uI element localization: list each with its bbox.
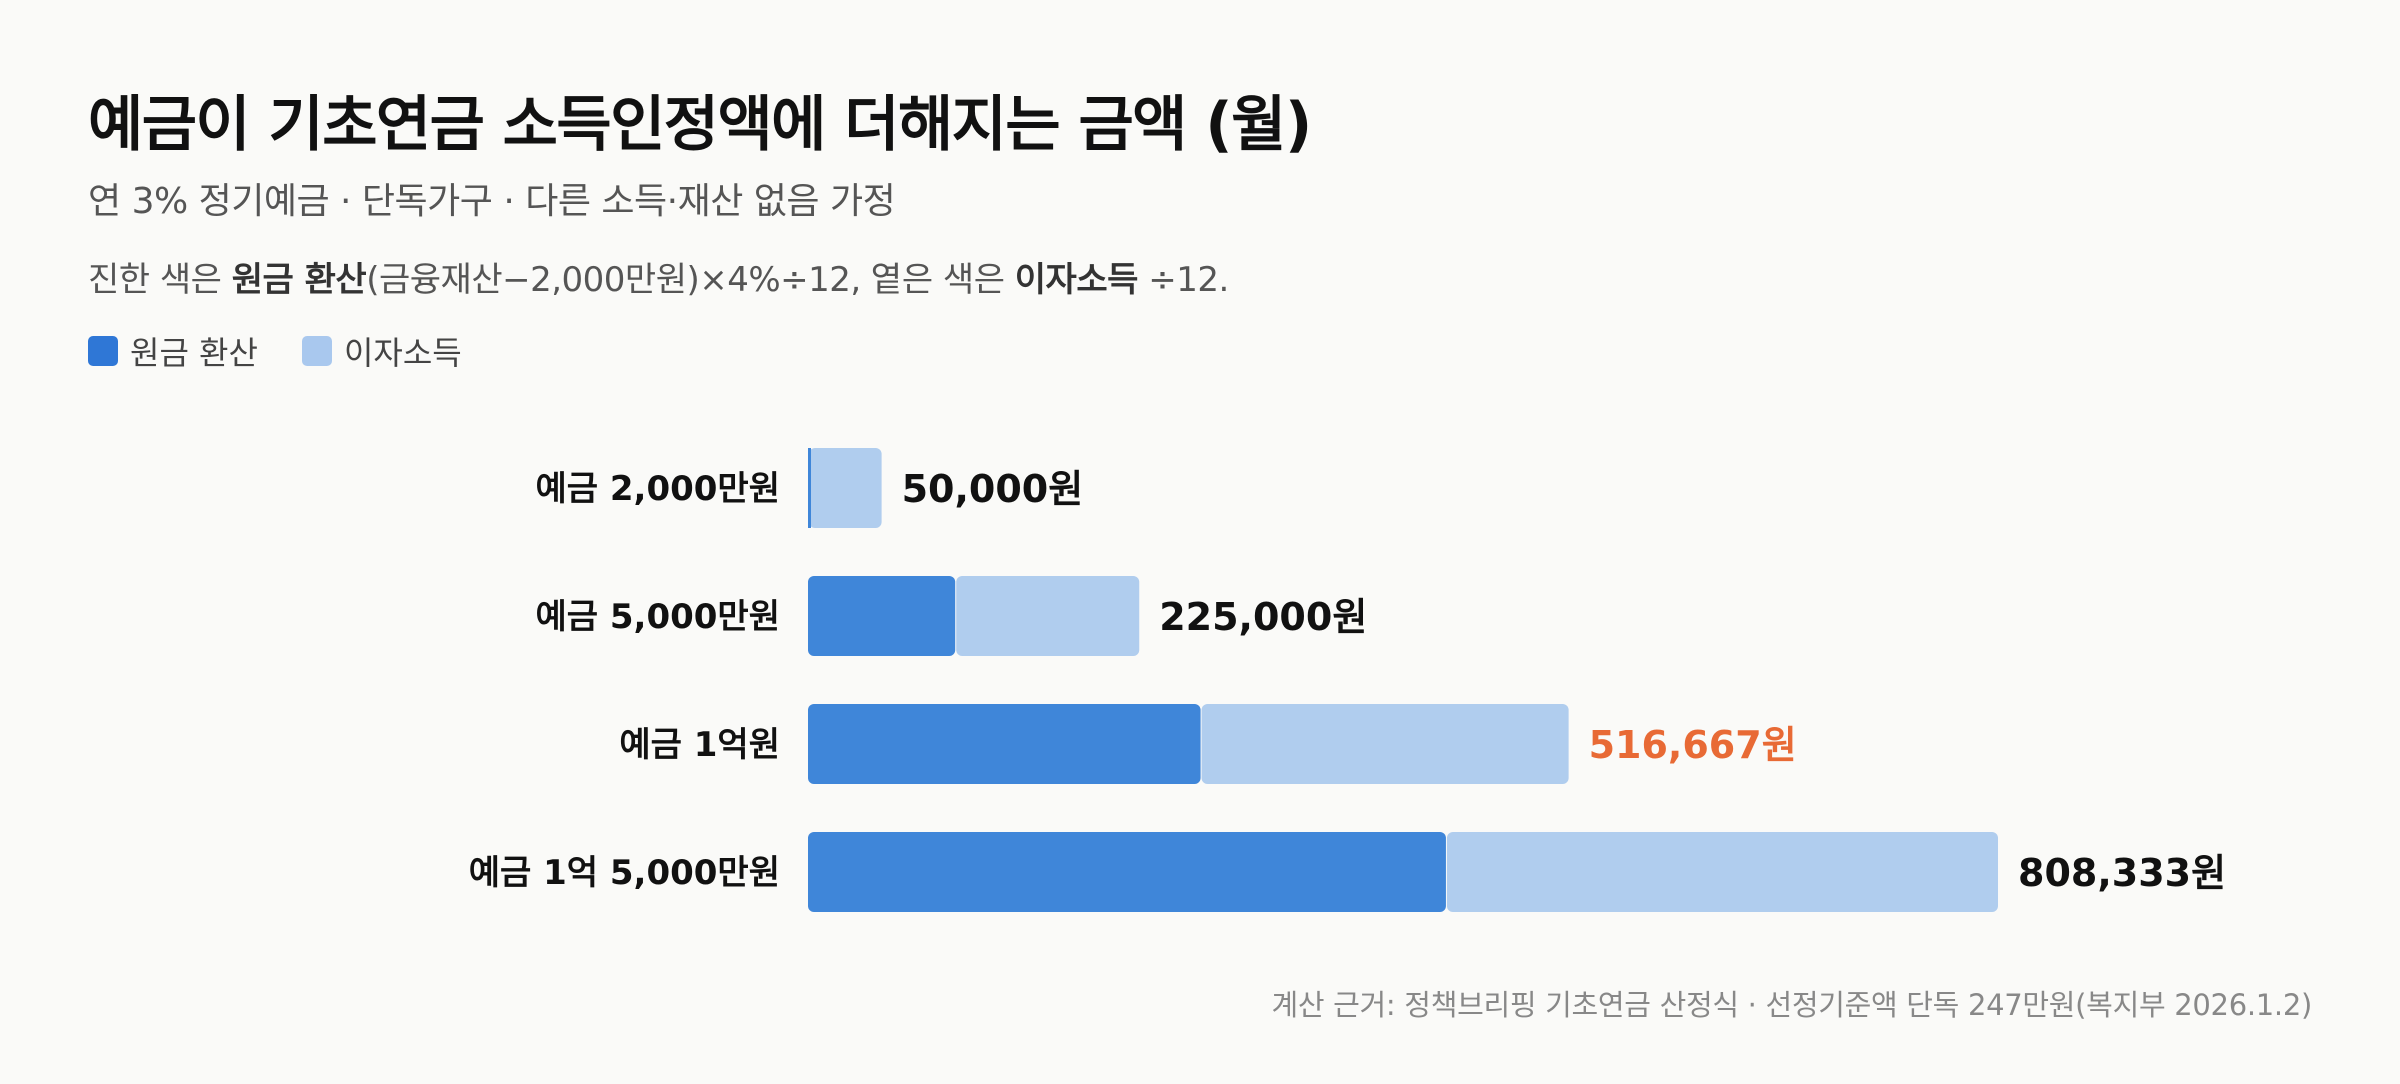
chart-note: 진한 색은 원금 환산(금융재산−2,000만원)×4%÷12, 옅은 색은 이…	[88, 252, 1229, 301]
bar-interest	[809, 448, 882, 528]
category-label: 예금 2,000만원	[535, 469, 780, 509]
bar-interest	[956, 576, 1140, 656]
total-value-label: 808,333원	[2018, 851, 2226, 895]
category-label: 예금 1억 5,000만원	[469, 853, 780, 893]
bar-principal	[808, 704, 1201, 784]
legend-label-principal: 원금 환산	[130, 334, 258, 372]
note-text-2: (금융재산−2,000만원)×4%÷12, 옅은 색은	[366, 260, 1015, 300]
note-text-3: ÷12.	[1137, 260, 1229, 300]
legend-item-principal: 원금 환산	[88, 328, 258, 374]
note-text-1: 진한 색은	[88, 260, 232, 300]
total-value-label: 516,667원	[1589, 723, 1797, 767]
legend-item-interest: 이자소득	[301, 328, 462, 374]
note-bold-interest: 이자소득	[1014, 260, 1139, 300]
chart-subtitle: 연 3% 정기예금 · 단독가구 · 다른 소득·재산 없음 가정	[88, 181, 896, 222]
category-label: 예금 1억원	[619, 725, 780, 765]
bar-principal-edge	[808, 448, 811, 528]
bar-principal	[808, 832, 1446, 912]
legend-label-interest: 이자소득	[343, 334, 462, 372]
bar-principal	[808, 576, 956, 656]
total-value-label: 225,000원	[1159, 595, 1367, 639]
chart-title: 예금이 기초연금 소득인정액에 더해지는 금액 (월)	[88, 90, 1312, 160]
total-value-label: 50,000원	[902, 467, 1084, 511]
bar-interest	[1201, 704, 1569, 784]
note-bold-principal: 원금 환산	[231, 260, 367, 300]
legend-swatch-principal	[88, 336, 118, 366]
legend-swatch-interest	[301, 336, 332, 366]
bar-interest	[1446, 832, 1998, 912]
chart-footer-source: 계산 근거: 정책브리핑 기초연금 산정식 · 선정기준액 단독 247만원(복…	[1271, 988, 2312, 1022]
category-label: 예금 5,000만원	[535, 597, 780, 637]
chart-legend: 원금 환산 이자소득	[88, 328, 462, 374]
